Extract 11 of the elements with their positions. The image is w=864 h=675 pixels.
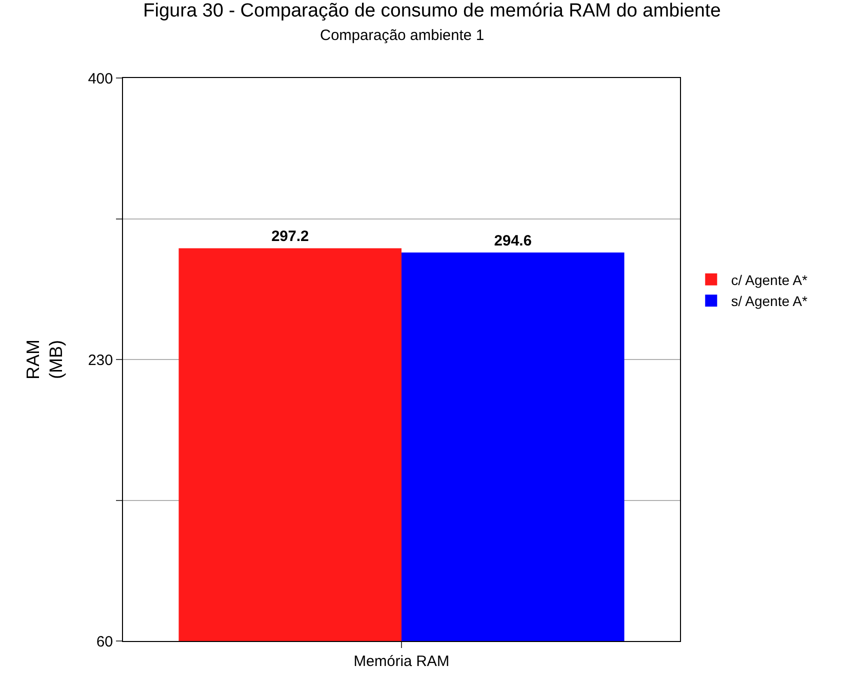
- chart-title: Figura 30 - Comparação de consumo de memória RAM do ambiente: [143, 0, 721, 22]
- chart-subtitle: Comparação ambiente 1: [320, 27, 484, 44]
- data-label: 297.2: [271, 228, 309, 246]
- legend-label: s/ Agente A*: [731, 293, 808, 310]
- x-tick-label: Memória RAM: [354, 653, 450, 670]
- y-axis-title: RAM (MB): [22, 340, 66, 380]
- y-tick-label: 230: [88, 352, 113, 369]
- data-label: 294.6: [494, 232, 532, 250]
- y-tick-label: 60: [96, 633, 113, 650]
- y-tick-label: 400: [88, 70, 113, 88]
- legend-label: c/ Agente A*: [731, 272, 808, 288]
